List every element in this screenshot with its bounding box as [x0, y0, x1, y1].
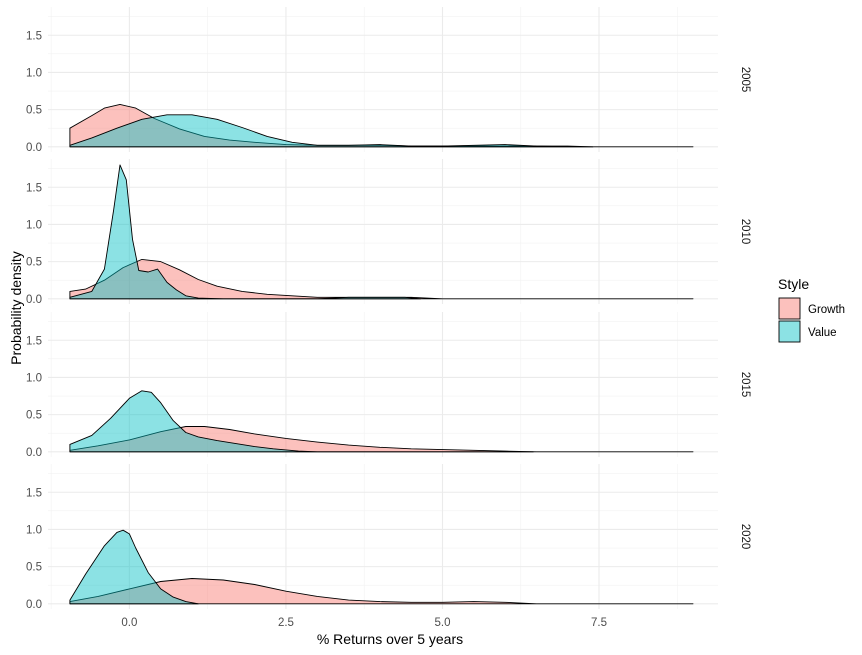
density-area-value-2005: [69, 114, 694, 148]
legend-key-swatch: [778, 320, 801, 343]
y-tick-label: 0.5: [26, 257, 42, 269]
y-axis-title: Probability density: [8, 251, 24, 365]
density-area-growth-2020: [69, 578, 694, 605]
facet-strip-label: 2015: [739, 372, 751, 398]
y-tick-label: 0.5: [26, 410, 42, 422]
legend-item-value: Value: [778, 320, 837, 343]
density-area-growth-2005: [69, 103, 594, 148]
y-tick-label: 0.0: [26, 599, 42, 611]
legend: Style Growth Value: [778, 276, 845, 343]
y-tick-label: 0.0: [26, 447, 42, 459]
density-area-growth-2010: [69, 258, 694, 300]
y-tick-label: 0.5: [26, 562, 42, 574]
legend-title: Style: [778, 276, 809, 292]
density-area-value-2010: [69, 164, 422, 300]
y-tick-label: 0.0: [26, 294, 42, 306]
y-tick-label: 0.0: [26, 142, 42, 154]
legend-label: Value: [808, 327, 837, 339]
x-tick-label: 5.0: [434, 617, 450, 629]
y-tick-label: 1.5: [26, 182, 42, 194]
facet-panel-2015: 0.0 0.5 1.0 1.5 2015: [26, 312, 751, 459]
y-tick-label: 1.5: [26, 30, 42, 42]
legend-items: Growth Value: [778, 297, 845, 343]
facet-panel-2020: 0.0 0.5 1.0 1.5 2020: [26, 464, 751, 611]
facet-strip-label: 2020: [739, 524, 751, 550]
y-tick-label: 1.5: [26, 487, 42, 499]
x-axis-title: % Returns over 5 years: [317, 631, 463, 647]
x-tick-label: 7.5: [591, 617, 607, 629]
density-area-value-2020: [69, 529, 199, 605]
y-tick-label: 0.5: [26, 105, 42, 117]
facet-panel-2010: 0.0 0.5 1.0 1.5 2010: [26, 159, 751, 306]
facet-strip-label: 2010: [739, 219, 751, 245]
x-tick-label: 0.0: [121, 617, 137, 629]
y-tick-label: 1.0: [26, 219, 42, 231]
y-tick-label: 1.0: [26, 372, 42, 384]
y-tick-label: 1.5: [26, 335, 42, 347]
legend-label: Growth: [808, 304, 845, 316]
y-tick-label: 1.0: [26, 67, 42, 79]
x-axis: 0.0 2.5 5.0 7.5: [121, 617, 607, 629]
facet-strip-label: 2005: [739, 67, 751, 93]
y-tick-label: 1.0: [26, 524, 42, 536]
density-area-growth-2015: [69, 426, 694, 453]
x-tick-label: 2.5: [278, 617, 294, 629]
density-area-value-2015: [69, 390, 534, 453]
legend-key-background: [778, 297, 801, 320]
legend-key-background: [778, 320, 801, 343]
legend-item-growth: Growth: [778, 297, 845, 320]
legend-key-swatch: [778, 297, 801, 320]
facet-panels: 0.0 0.5 1.0 1.5 2005 0.0 0.5 1.0 1.5 2010 0.0 0.5 1.…: [26, 7, 751, 611]
facet-panel-2005: 0.0 0.5 1.0 1.5 2005: [26, 7, 751, 154]
